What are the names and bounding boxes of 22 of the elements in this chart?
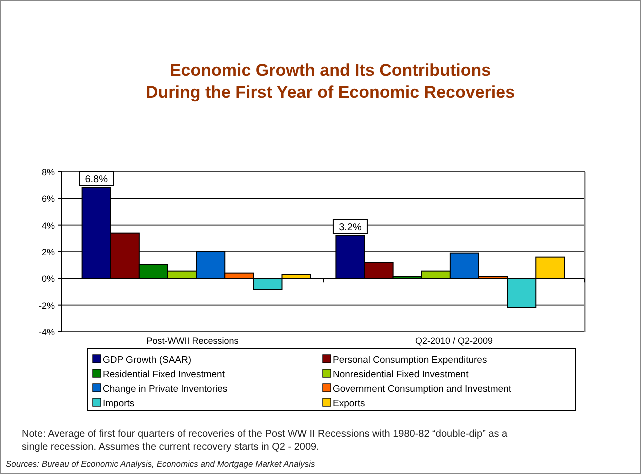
legend-label: Nonresidential Fixed Investment bbox=[333, 370, 470, 380]
legend-label: Personal Consumption Expenditures bbox=[333, 355, 488, 366]
legend-label: Government Consumption and Investment bbox=[333, 384, 512, 395]
x-tick-label: Q2-2010 / Q2-2009 bbox=[415, 336, 494, 346]
legend-label: Imports bbox=[103, 398, 135, 410]
y-tick-label: 0% bbox=[42, 274, 55, 284]
legend-label: Residential Fixed Investment bbox=[103, 370, 226, 380]
y-tick-label: -4% bbox=[38, 328, 55, 338]
y-tick-label: 6% bbox=[42, 194, 55, 204]
y-tick-label: -2% bbox=[38, 300, 55, 311]
legend-label: Change in Private Inventories bbox=[103, 384, 228, 395]
y-tick-label: 8% bbox=[42, 168, 55, 178]
y-tick-label: 2% bbox=[42, 248, 55, 258]
text: Note: Average of first four quarters of recoveries of the Post WW II Recessions with 1980-82 “double-dip” as a single recession. Assumes the current recovery starts in Q2 - 2009. bbox=[22, 429, 508, 453]
chart-title: Economic Growth and Its Contributions During the First Year of Economic Recoveries bbox=[146, 61, 516, 102]
legend-label: GDP Growth (SAAR) bbox=[103, 355, 192, 366]
y-tick-label: 4% bbox=[42, 220, 55, 231]
x-tick-label: Post-WWII Recessions bbox=[146, 336, 240, 346]
legend-label: Exports bbox=[333, 398, 366, 410]
data-label: 3.2% bbox=[339, 222, 362, 234]
data-label: 6.8% bbox=[85, 174, 108, 186]
source-note: Sources: Bureau of Economic Analysis, Economics and Mortgage Market Analysis bbox=[6, 459, 316, 469]
